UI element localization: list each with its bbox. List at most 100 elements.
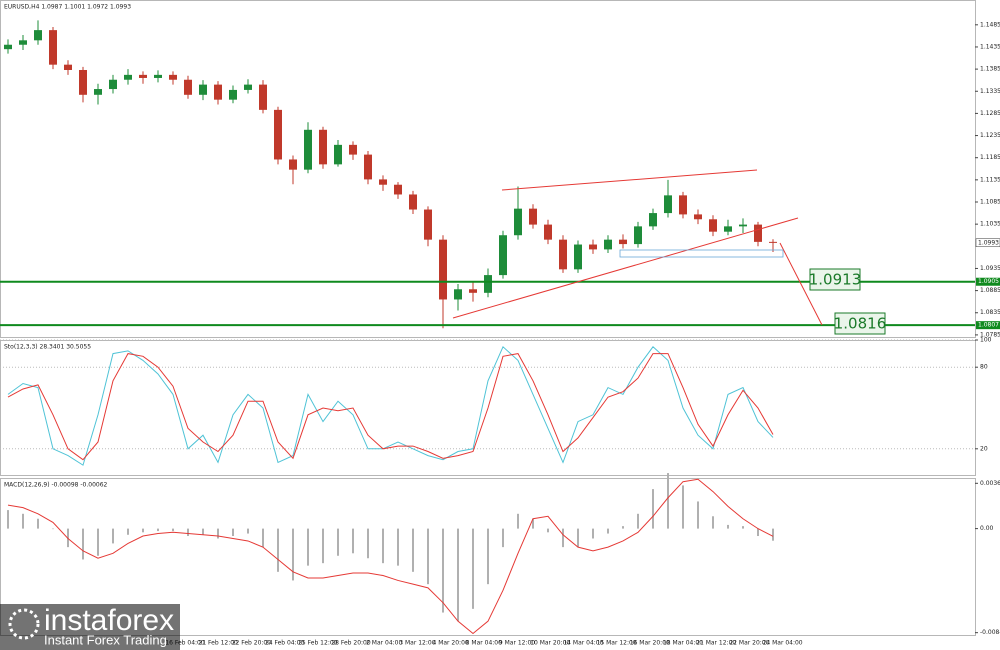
x-tick-label: 16 Mar 20:00 — [630, 640, 670, 647]
x-tick-label: 25 Feb 12:00 — [298, 640, 338, 647]
x-tick-label: 8 Mar 04:00 — [466, 640, 502, 647]
macd-bar — [727, 524, 729, 529]
signal-line — [7, 478, 774, 635]
panel-frame — [0, 340, 976, 476]
candle-body — [604, 239, 612, 250]
candle-body — [364, 154, 372, 180]
range-box — [619, 249, 784, 258]
candle-body — [664, 195, 672, 214]
macd-bar — [592, 528, 594, 539]
candle-body — [334, 144, 342, 165]
candle-body — [274, 109, 282, 160]
macd-bar — [232, 528, 234, 537]
y-tick-label: 1.1035 — [980, 221, 1000, 228]
candle-body — [679, 195, 687, 215]
x-tick-label: 21 Mar 12:00 — [696, 640, 736, 647]
macd-bar — [472, 528, 474, 609]
level-price-box — [976, 321, 1000, 330]
candle-body — [439, 239, 447, 300]
target-box — [834, 312, 886, 335]
macd-bar — [427, 528, 429, 585]
macd-bar — [337, 528, 339, 556]
candle-body — [469, 289, 477, 293]
macd-bar — [412, 528, 414, 572]
stochastic-line — [7, 353, 774, 461]
candle-body — [229, 89, 237, 100]
y-tick-label: 1.1135 — [980, 176, 1000, 183]
x-tick-label: 24 Feb 04:00 — [265, 640, 305, 647]
candle-body — [544, 224, 552, 240]
x-tick-label: 9 Mar 12:00 — [499, 640, 535, 647]
candle-body — [514, 208, 522, 236]
current-price-label: 1.0993 — [978, 239, 999, 246]
macd-bar — [37, 518, 39, 529]
macd-bar — [517, 513, 519, 529]
macd-bar — [52, 528, 54, 530]
macd-bar — [487, 528, 489, 585]
candle-body — [19, 40, 27, 45]
macd-bar — [277, 528, 279, 572]
logo-tagline: Instant Forex Trading — [44, 632, 167, 647]
macd-bar — [682, 485, 684, 529]
y-tick-label: 1.1385 — [980, 66, 1000, 73]
panel-frame — [0, 0, 976, 338]
y-tick-label: 100 — [980, 337, 992, 344]
macd-bar — [262, 528, 264, 548]
x-tick-label: 3 Mar 12:00 — [399, 640, 435, 647]
x-tick-label: 16 Feb 04:00 — [165, 640, 205, 647]
candle-body — [64, 64, 72, 70]
candle-body — [319, 129, 327, 165]
candle-body — [724, 226, 732, 232]
macd-bar — [307, 528, 309, 566]
macd-bar — [112, 528, 114, 544]
trend-line — [452, 217, 799, 319]
macd-bar — [247, 528, 249, 534]
candle-body — [574, 244, 582, 270]
macd-bar — [172, 528, 174, 532]
y-tick-label: 1.1185 — [980, 154, 1000, 161]
macd-bar — [217, 528, 219, 539]
candle-body — [424, 209, 432, 240]
candle-body — [694, 214, 702, 220]
y-tick-label: 1.1335 — [980, 88, 1000, 95]
level-price-label: 1.0807 — [978, 322, 999, 329]
y-tick-label: 20 — [980, 445, 988, 452]
candle-body — [394, 184, 402, 195]
candle-body — [124, 74, 132, 80]
current-price-box — [975, 238, 1000, 248]
candle-body — [529, 208, 537, 225]
macd-bar — [397, 528, 399, 566]
candle-body — [169, 74, 177, 80]
candle-body — [34, 30, 42, 41]
y-tick-label: 1.0835 — [980, 309, 1000, 316]
target-label: 1.0816 — [834, 315, 887, 333]
candle-body — [4, 44, 12, 50]
macd-bar — [127, 528, 129, 535]
macd-bar — [667, 473, 669, 529]
macd-bar — [322, 528, 324, 564]
macd-bar — [97, 528, 99, 556]
x-tick-label: 22 Mar 20:00 — [729, 640, 769, 647]
y-tick-label: 1.1235 — [980, 132, 1000, 139]
level-price-label: 1.0905 — [978, 278, 999, 285]
macd-bar — [382, 528, 384, 564]
candle-body — [379, 179, 387, 185]
logo-name: instaforex — [44, 604, 174, 637]
x-tick-label: 15 Mar 12:00 — [597, 640, 637, 647]
macd-bar — [562, 528, 564, 548]
candle-body — [634, 226, 642, 245]
y-tick-label: 1.1485 — [980, 21, 1000, 28]
x-tick-label: 22 Feb 20:00 — [232, 640, 272, 647]
x-tick-label: 4 Mar 20:00 — [432, 640, 468, 647]
candle-body — [79, 69, 87, 95]
y-tick-label: 1.1285 — [980, 110, 1000, 117]
macd-bar — [367, 528, 369, 559]
stochastic-line — [7, 345, 774, 466]
macd-bar — [502, 528, 504, 548]
macd-bar — [547, 528, 549, 533]
logo-backdrop — [0, 604, 180, 650]
x-tick-label: 18 Mar 04:00 — [663, 640, 703, 647]
level-price-box — [976, 277, 1000, 286]
